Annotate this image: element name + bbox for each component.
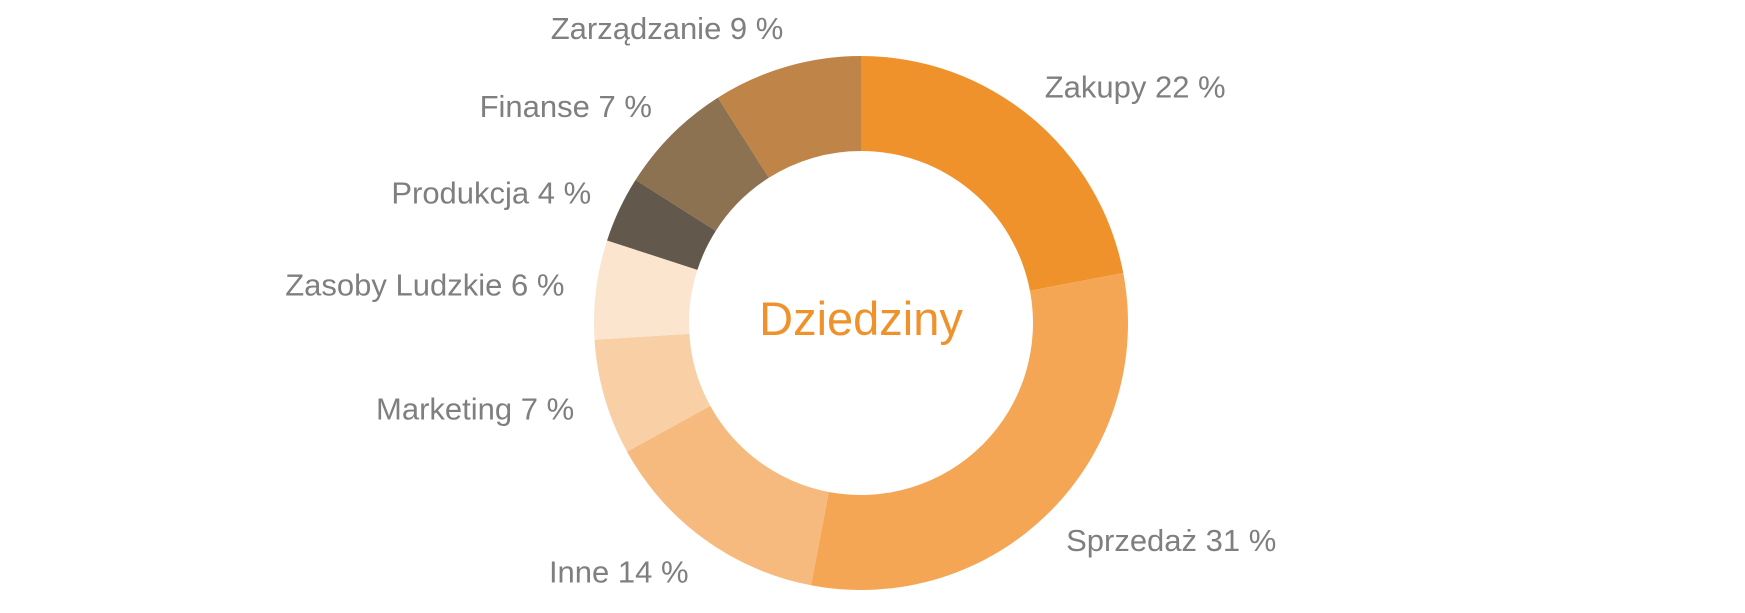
- slice-label-sprzedaz: Sprzedaż 31 %: [1066, 523, 1276, 558]
- slice-label-zasoby-ludzkie: Zasoby Ludzkie 6 %: [285, 268, 564, 303]
- slice-zakupy: [861, 56, 1124, 291]
- slice-zasoby-ludzkie: [593, 240, 698, 340]
- slice-marketing: [594, 333, 711, 452]
- slice-label-zakupy: Zakupy 22 %: [1045, 69, 1226, 104]
- slice-finanse: [635, 97, 769, 231]
- chart-title: Dziedziny: [759, 292, 963, 345]
- slice-produkcja: [607, 179, 716, 270]
- slice-zarzadzanie: [717, 56, 861, 178]
- slice-labels: Zakupy 22 % Sprzedaż 31 % Inne 14 % Marketi…: [285, 11, 1276, 589]
- slice-label-finanse: Finanse 7 %: [480, 89, 652, 124]
- slice-label-inne: Inne 14 %: [549, 554, 689, 589]
- slice-label-zarzadzanie: Zarządzanie 9 %: [551, 11, 784, 46]
- slice-label-produkcja: Produkcja 4 %: [391, 175, 591, 210]
- slice-label-marketing: Marketing 7 %: [376, 392, 574, 427]
- donut-slices: [593, 56, 1129, 590]
- slice-sprzedaz: [810, 272, 1129, 590]
- slice-inne: [627, 405, 829, 586]
